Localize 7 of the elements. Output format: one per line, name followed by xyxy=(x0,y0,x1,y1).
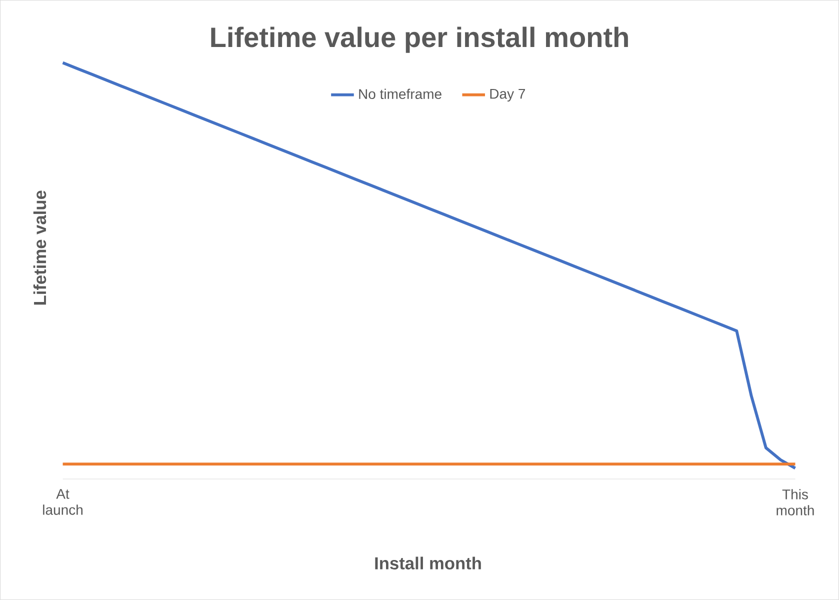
legend-label: No timeframe xyxy=(359,88,442,100)
legend-label: Day 7 xyxy=(490,89,525,102)
chart-title: Lifetime value per install month xyxy=(211,26,628,53)
x-axis-title: Install month xyxy=(375,556,481,570)
y-axis-title: Lifetime value xyxy=(33,190,46,305)
x-tick-label: This month xyxy=(776,489,814,516)
x-tick-label: At launch xyxy=(43,489,82,515)
